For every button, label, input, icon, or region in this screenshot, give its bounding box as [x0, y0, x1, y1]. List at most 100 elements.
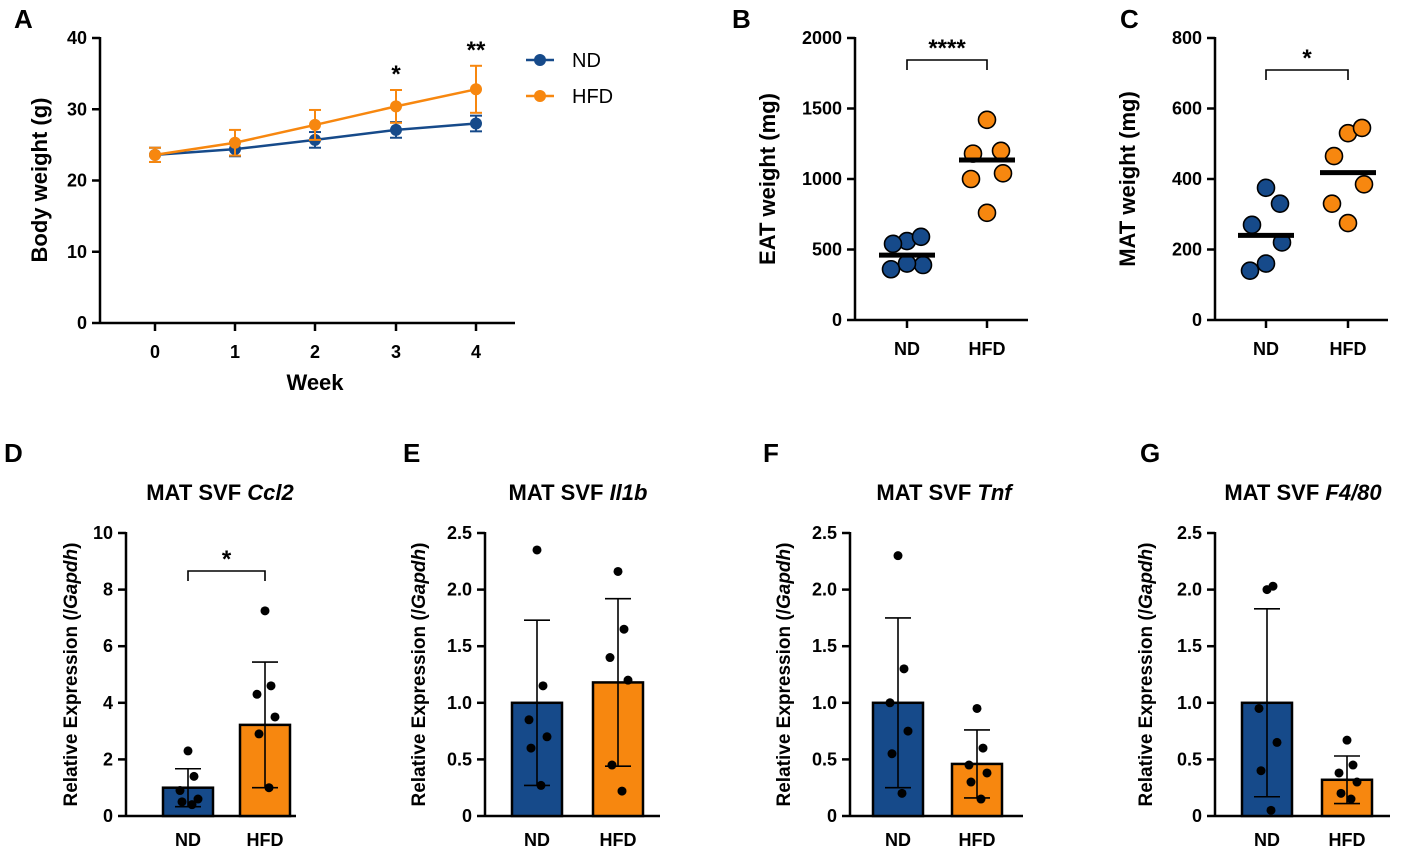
- series-hfd: [149, 64, 482, 163]
- data-point: [623, 675, 633, 685]
- y-tick-label: 0: [832, 310, 842, 330]
- chart-title-gene: Il1b: [610, 480, 648, 505]
- bar-group-nd: [510, 545, 564, 818]
- data-point: [252, 689, 262, 699]
- y-axis-title-suffix: ): [409, 543, 430, 549]
- data-point: [1336, 788, 1346, 798]
- x-axis-title: Week: [286, 370, 344, 395]
- y-tick-label: 1.0: [812, 693, 837, 713]
- data-point: [264, 783, 274, 793]
- x-tick-label: HFD: [1329, 830, 1366, 850]
- x-tick-label: ND: [1254, 830, 1280, 850]
- data-point: [1334, 768, 1344, 778]
- data-point: [883, 234, 903, 254]
- chart-title: MAT SVF Il1b: [509, 480, 648, 505]
- y-tick-label: 2.0: [812, 580, 837, 600]
- data-point: [964, 760, 974, 770]
- data-point: [1322, 194, 1342, 213]
- chart-title: MAT SVF Ccl2: [146, 480, 294, 505]
- data-point: [897, 788, 907, 798]
- y-tick-label: 800: [1172, 28, 1202, 48]
- data-point: [183, 746, 193, 756]
- x-tick-label: ND: [894, 339, 920, 359]
- panel-d-chart: D MAT SVF Ccl2 0 2 4 6 8 10 Relative Expression …: [4, 438, 296, 850]
- data-point: [390, 123, 402, 136]
- y-axis-title-gene: Gapdh: [409, 549, 430, 609]
- x-tick-label: 0: [150, 342, 160, 362]
- chart-title-prefix: MAT SVF: [509, 480, 610, 505]
- data-point: [887, 749, 897, 759]
- y-tick-label: 2000: [802, 28, 842, 48]
- x-tick-label: 3: [391, 342, 401, 362]
- chart-title-prefix: MAT SVF: [146, 480, 247, 505]
- bar-group-hfd: [950, 703, 1004, 818]
- data-point: [1256, 766, 1266, 776]
- panel-label: C: [1120, 4, 1139, 34]
- data-point: [254, 729, 264, 739]
- data-point: [897, 254, 917, 273]
- data-point: [229, 136, 241, 149]
- data-point: [193, 794, 203, 804]
- panel-c-chart: C 0 200 400 600 800 ND HFD MAT weight (mg) *: [1115, 4, 1388, 359]
- significance-marker: *: [391, 61, 401, 88]
- data-point: [978, 743, 988, 753]
- legend-marker: [534, 90, 546, 102]
- x-tick-label: 1: [230, 342, 240, 362]
- data-point: [913, 255, 933, 275]
- y-tick-label: 1.5: [1177, 636, 1202, 656]
- y-axis-title: Relative Expression (/Gapdh): [774, 543, 795, 807]
- significance-marker: ****: [928, 35, 966, 62]
- panel-g-chart: G MAT SVF F4/80 0 0.5 1.0 1.5 2.0 2.5 Relative E…: [1136, 438, 1390, 850]
- y-axis-title: MAT weight (mg): [1115, 91, 1140, 267]
- y-axis-title: EAT weight (mg): [755, 93, 780, 265]
- chart-title-prefix: MAT SVF: [1224, 480, 1325, 505]
- chart-title: MAT SVF F4/80: [1224, 480, 1382, 505]
- chart-title: MAT SVF Tnf: [876, 480, 1014, 505]
- x-tick-label: HFD: [600, 830, 637, 850]
- data-point: [966, 777, 976, 787]
- data-point: [1342, 735, 1352, 745]
- y-tick-label: 1.5: [447, 636, 472, 656]
- y-tick-label: 2.5: [812, 523, 837, 543]
- y-tick-label: 2.5: [447, 523, 472, 543]
- group-nd-points: [1238, 178, 1294, 280]
- panel-label: F: [763, 438, 779, 468]
- y-axis-title: Relative Expression (/Gapdh): [61, 543, 82, 807]
- data-point: [993, 164, 1013, 183]
- x-tick-label: 2: [310, 342, 320, 362]
- y-tick-label: 200: [1172, 240, 1202, 260]
- significance-bracket: [187, 570, 266, 581]
- x-tick-label: ND: [175, 830, 201, 850]
- data-point: [542, 732, 552, 742]
- data-point: [899, 664, 909, 674]
- data-point: [1240, 261, 1260, 280]
- data-point: [982, 768, 992, 778]
- panel-label: A: [14, 4, 33, 34]
- x-tick-label: 4: [471, 342, 481, 362]
- panel-f-chart: F MAT SVF Tnf 0 0.5 1.0 1.5 2.0 2.5 Relative Exp…: [763, 438, 1023, 850]
- y-axis-title-prefix: Relative Expression (/: [61, 608, 82, 806]
- y-axis-title: Relative Expression (/Gapdh): [1136, 543, 1157, 807]
- data-point: [470, 83, 482, 96]
- data-point: [536, 780, 546, 790]
- data-point: [977, 110, 997, 130]
- data-point: [1354, 174, 1374, 194]
- legend-marker: [534, 54, 546, 66]
- y-tick-label: 20: [67, 171, 87, 191]
- legend: ND HFD: [526, 50, 613, 108]
- y-tick-label: 500: [812, 240, 842, 260]
- x-tick-label: ND: [524, 830, 550, 850]
- y-tick-label: 1.0: [1177, 693, 1202, 713]
- data-point: [1338, 213, 1358, 233]
- x-tick-label: ND: [885, 830, 911, 850]
- y-tick-label: 0.5: [812, 749, 837, 769]
- group-nd-points: [879, 227, 935, 279]
- data-point: [961, 169, 981, 189]
- x-tick-label: HFD: [247, 830, 284, 850]
- data-point: [1242, 215, 1262, 235]
- y-axis-title-gene: Gapdh: [774, 549, 795, 609]
- y-tick-label: 1.0: [447, 693, 472, 713]
- y-axis-title-suffix: ): [61, 543, 82, 549]
- y-tick-label: 0: [77, 313, 87, 333]
- data-point: [538, 681, 548, 691]
